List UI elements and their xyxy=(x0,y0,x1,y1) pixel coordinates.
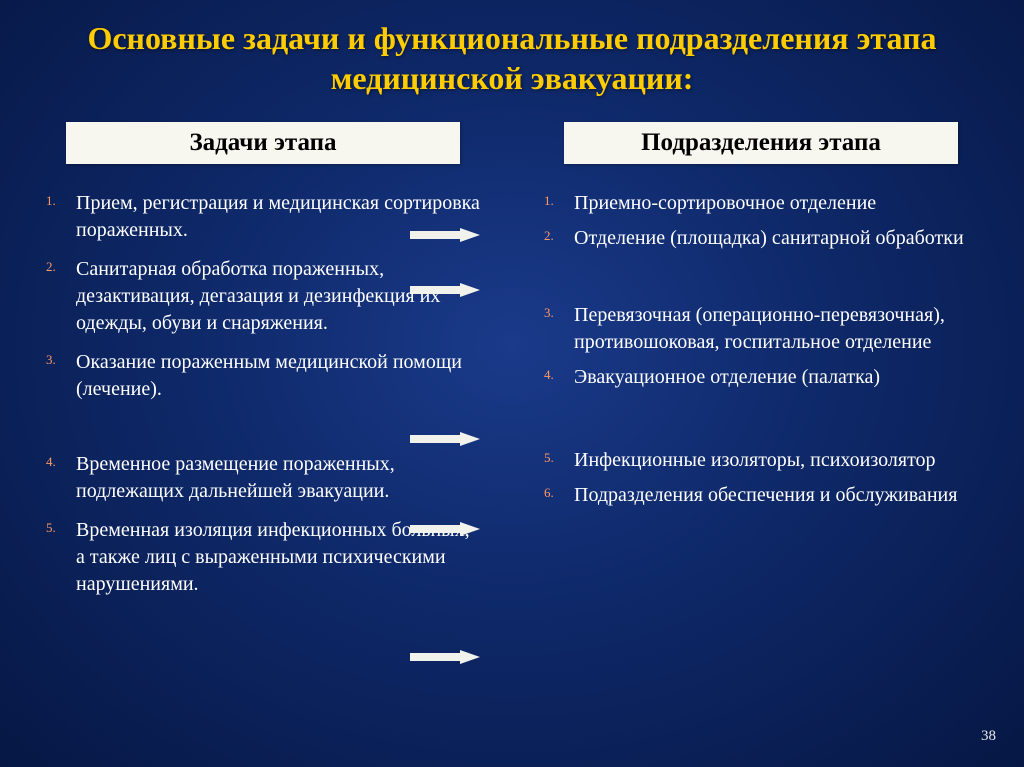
list-item: Временное размещение пораженных, подлежа… xyxy=(76,451,482,505)
list-item: Оказание пораженным медицинской помощи (… xyxy=(76,349,482,403)
arrow-icon xyxy=(410,522,480,536)
tasks-list: Прием, регистрация и медицинская сортиро… xyxy=(44,190,482,598)
arrow-icon xyxy=(410,228,480,242)
right-column: Подразделения этапа Приемно-сортировочно… xyxy=(542,122,980,598)
columns-container: Задачи этапа Прием, регистрация и медици… xyxy=(44,122,980,598)
list-item: Подразделения обеспечения и обслуживания xyxy=(574,482,980,509)
list-item: Эвакуационное отделение (палатка) xyxy=(574,364,980,391)
left-column-header: Задачи этапа xyxy=(66,122,459,164)
right-column-header: Подразделения этапа xyxy=(564,122,957,164)
divisions-list: Приемно-сортировочное отделение Отделение… xyxy=(542,190,980,509)
slide-title: Основные задачи и функциональные подразд… xyxy=(44,18,980,98)
list-item: Отделение (площадка) санитарной обработк… xyxy=(574,225,980,252)
list-item: Инфекционные изоляторы, психоизолятор xyxy=(574,447,980,474)
page-number: 38 xyxy=(981,728,996,745)
arrow-icon xyxy=(410,650,480,664)
slide: Основные задачи и функциональные подразд… xyxy=(0,0,1024,767)
list-item: Перевязочная (операционно-перевязочная),… xyxy=(574,302,980,356)
arrow-icon xyxy=(410,432,480,446)
arrow-icon xyxy=(410,283,480,297)
list-item: Приемно-сортировочное отделение xyxy=(574,190,980,217)
